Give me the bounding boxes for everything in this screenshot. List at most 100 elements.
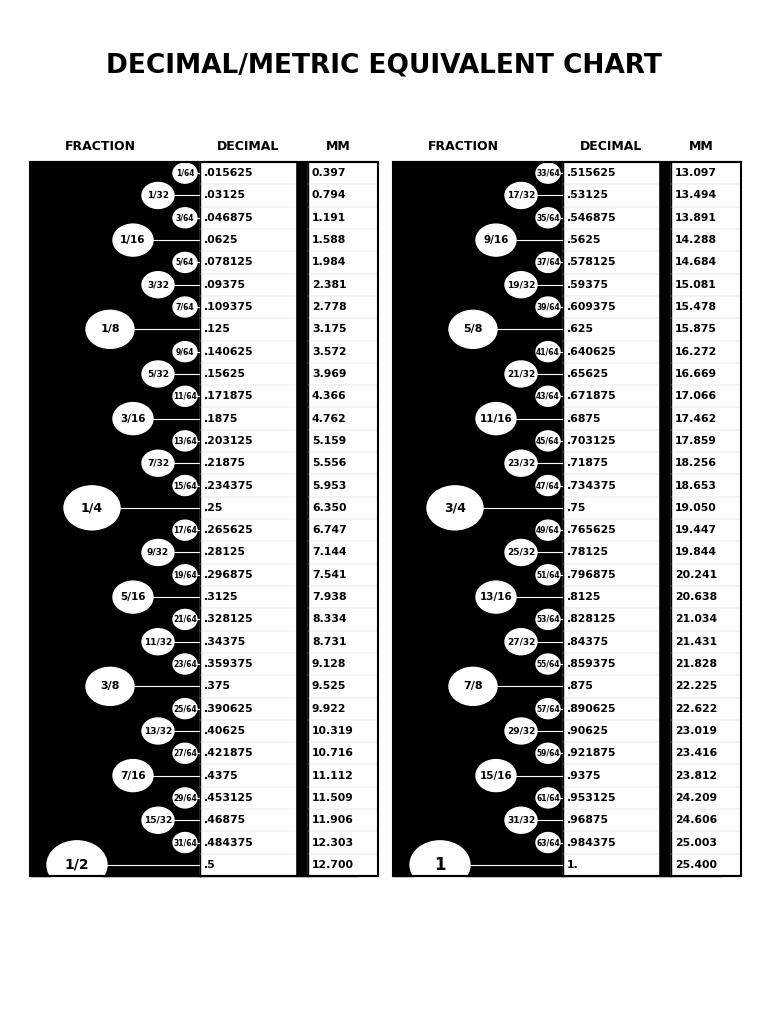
Ellipse shape <box>505 271 537 298</box>
Text: 25.400: 25.400 <box>675 860 717 869</box>
Text: .3125: .3125 <box>204 592 239 602</box>
Text: 57/64: 57/64 <box>536 705 560 713</box>
Text: 5/32: 5/32 <box>147 370 169 379</box>
Text: FRACTION: FRACTION <box>65 139 135 153</box>
Text: 7/8: 7/8 <box>463 681 483 691</box>
Text: .46875: .46875 <box>204 815 246 825</box>
Text: 13.097: 13.097 <box>675 168 717 178</box>
Text: .0625: .0625 <box>204 236 239 245</box>
Text: 13/32: 13/32 <box>144 726 172 735</box>
Text: 19/32: 19/32 <box>507 281 535 289</box>
Text: 15.875: 15.875 <box>675 325 717 335</box>
Text: .15625: .15625 <box>204 369 246 379</box>
Ellipse shape <box>536 208 560 227</box>
Bar <box>393 162 741 876</box>
Text: 10.319: 10.319 <box>312 726 354 736</box>
Ellipse shape <box>536 163 560 183</box>
Text: .109375: .109375 <box>204 302 253 312</box>
Text: 18.653: 18.653 <box>675 480 717 490</box>
Text: .1875: .1875 <box>204 414 238 424</box>
Text: MM: MM <box>326 139 350 153</box>
Ellipse shape <box>476 402 516 434</box>
Text: .609375: .609375 <box>567 302 617 312</box>
Text: .734375: .734375 <box>567 480 617 490</box>
Ellipse shape <box>142 182 174 209</box>
Text: 7/16: 7/16 <box>120 771 146 780</box>
Text: 3/4: 3/4 <box>444 502 466 514</box>
Ellipse shape <box>142 271 174 298</box>
Ellipse shape <box>536 431 560 451</box>
Text: 21.431: 21.431 <box>675 637 717 647</box>
Text: 1/4: 1/4 <box>81 502 103 514</box>
Text: .71875: .71875 <box>567 458 609 468</box>
Ellipse shape <box>536 654 560 674</box>
Text: DECIMAL: DECIMAL <box>217 139 280 153</box>
Text: 39/64: 39/64 <box>536 302 560 311</box>
Ellipse shape <box>142 718 174 744</box>
Text: .453125: .453125 <box>204 793 253 803</box>
Text: 19.844: 19.844 <box>675 548 717 557</box>
Text: 13/64: 13/64 <box>173 436 197 445</box>
Text: 1/8: 1/8 <box>100 325 120 335</box>
Text: .671875: .671875 <box>567 391 617 401</box>
Text: .171875: .171875 <box>204 391 253 401</box>
Text: 4.366: 4.366 <box>312 391 346 401</box>
Ellipse shape <box>142 361 174 387</box>
Text: 17/32: 17/32 <box>507 190 535 200</box>
Text: .984375: .984375 <box>567 838 617 848</box>
Ellipse shape <box>113 760 153 792</box>
Text: 17.859: 17.859 <box>675 436 717 445</box>
Bar <box>200 162 295 876</box>
Text: 9/16: 9/16 <box>483 236 508 245</box>
Text: .078125: .078125 <box>204 257 253 267</box>
Text: .640625: .640625 <box>567 347 617 356</box>
Ellipse shape <box>536 520 560 540</box>
Text: 41/64: 41/64 <box>536 347 560 356</box>
Ellipse shape <box>113 402 153 434</box>
Text: 9.128: 9.128 <box>312 659 346 669</box>
Text: 14.288: 14.288 <box>675 236 717 245</box>
Text: 3/64: 3/64 <box>176 213 194 222</box>
Text: .40625: .40625 <box>204 726 246 736</box>
Text: 14.684: 14.684 <box>675 257 717 267</box>
Text: 13.494: 13.494 <box>675 190 717 201</box>
Ellipse shape <box>505 629 537 654</box>
Text: 25/64: 25/64 <box>174 705 197 713</box>
Ellipse shape <box>47 841 107 889</box>
Text: 59/64: 59/64 <box>536 749 560 758</box>
Text: 23/32: 23/32 <box>507 459 535 468</box>
Text: 3.175: 3.175 <box>312 325 346 335</box>
Text: 9/64: 9/64 <box>176 347 194 356</box>
Text: 1/2: 1/2 <box>65 858 89 871</box>
Text: 15/64: 15/64 <box>174 481 197 490</box>
Text: .125: .125 <box>204 325 231 335</box>
Text: 16.272: 16.272 <box>675 347 717 356</box>
Text: 55/64: 55/64 <box>536 659 560 669</box>
Ellipse shape <box>142 629 174 654</box>
Text: 17/64: 17/64 <box>173 525 197 535</box>
Text: .09375: .09375 <box>204 280 246 290</box>
Text: .890625: .890625 <box>567 703 617 714</box>
Text: 21/32: 21/32 <box>507 370 535 379</box>
Text: 23.812: 23.812 <box>675 771 717 780</box>
Text: 1.588: 1.588 <box>312 236 346 245</box>
Text: 7.144: 7.144 <box>312 548 346 557</box>
Text: 2.381: 2.381 <box>312 280 346 290</box>
Ellipse shape <box>505 361 537 387</box>
Text: 2.778: 2.778 <box>312 302 346 312</box>
Ellipse shape <box>173 654 197 674</box>
Text: .4375: .4375 <box>204 771 239 780</box>
Ellipse shape <box>476 224 516 256</box>
Text: 11.906: 11.906 <box>312 815 354 825</box>
Text: 8.334: 8.334 <box>312 614 346 625</box>
Text: 47/64: 47/64 <box>536 481 560 490</box>
Ellipse shape <box>536 565 560 585</box>
Text: .859375: .859375 <box>567 659 617 669</box>
Ellipse shape <box>536 297 560 317</box>
Ellipse shape <box>173 431 197 451</box>
Text: 1/64: 1/64 <box>176 169 194 177</box>
Ellipse shape <box>142 451 174 476</box>
Text: 5/16: 5/16 <box>121 592 146 602</box>
Text: .875: .875 <box>567 681 594 691</box>
Text: .28125: .28125 <box>204 548 246 557</box>
